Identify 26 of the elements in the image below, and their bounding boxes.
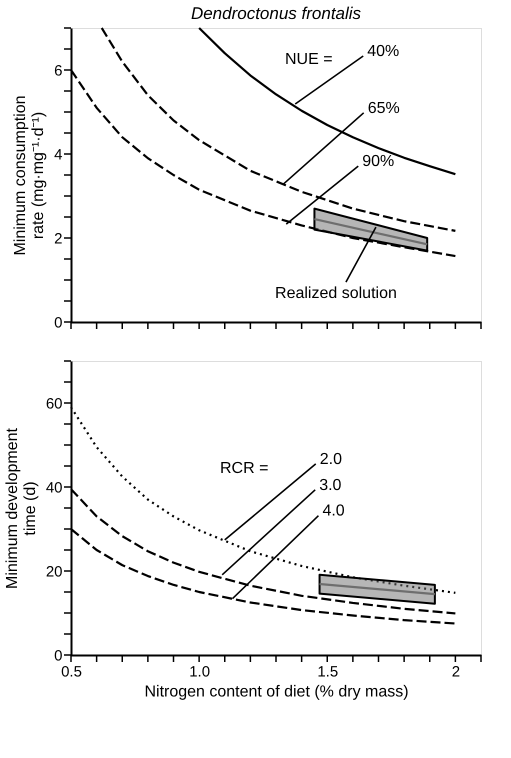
annotation: Realized solution	[275, 285, 397, 302]
annotation: 40%	[367, 43, 400, 60]
annotation: 4.0	[322, 502, 345, 520]
y-tick-label: 60	[46, 396, 62, 412]
y-axis-title: Minimum development time (d)	[4, 427, 39, 589]
annotation: RCR =	[220, 460, 268, 477]
x-axis-title: Nitrogen content of diet (% dry mass)	[144, 684, 409, 700]
line-series	[100, 26, 456, 232]
x-tick-label: 2	[452, 664, 460, 680]
annotation: 2.0	[320, 450, 342, 468]
y-tick-label: 6	[54, 62, 62, 80]
annotation: 65%	[368, 100, 400, 117]
x-tick-label: 0.5	[61, 664, 82, 680]
annotation: 3.0	[319, 476, 342, 494]
y-tick-label: 40	[46, 480, 62, 496]
y-tick-label: 0	[54, 648, 62, 664]
y-axis-title: Minimum consumption rate (mg·mg⁻¹·d⁻¹)	[12, 95, 48, 256]
y-tick-label: 0	[54, 314, 62, 332]
x-tick-label: 1.0	[189, 664, 210, 680]
x-tick-label: 1.5	[317, 664, 338, 680]
y-tick-label: 2	[54, 230, 62, 248]
y-tick-label: 4	[54, 146, 62, 164]
chart-title: Dendroctonus frontalis	[190, 4, 362, 23]
y-tick-label: 20	[46, 564, 62, 580]
annotation: NUE =	[285, 51, 333, 68]
annotation: 90%	[362, 153, 394, 170]
